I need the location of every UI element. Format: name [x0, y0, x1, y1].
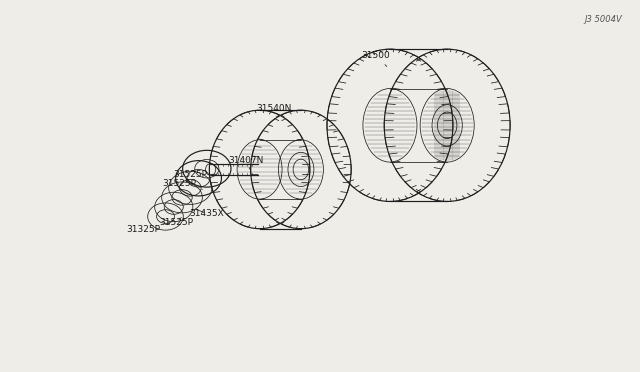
Text: 31525P: 31525P [163, 179, 202, 190]
Text: J3 5004V: J3 5004V [584, 15, 622, 24]
Text: 31407N: 31407N [228, 156, 263, 170]
Text: 31500: 31500 [362, 51, 390, 67]
Text: 31525P: 31525P [173, 170, 209, 182]
Text: 31325P: 31325P [126, 224, 170, 234]
Text: 31525P: 31525P [160, 217, 194, 227]
Text: 31435X: 31435X [189, 209, 225, 218]
Text: 31540N: 31540N [257, 104, 292, 116]
